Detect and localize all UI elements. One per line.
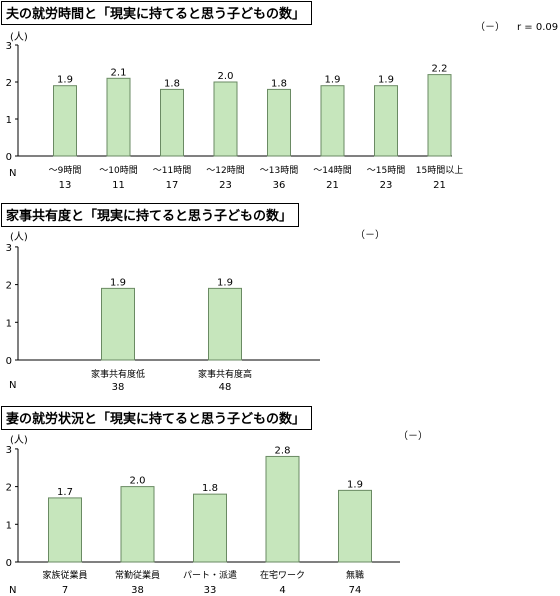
bar-value-label: 1.9 [217,277,233,288]
bar [267,88,291,157]
bar-value-label: 2.0 [218,71,234,82]
chart-1-sign-label: （－） [475,21,505,33]
bar [53,85,77,157]
bar [374,85,398,157]
bar-value-label: 1.7 [57,487,73,498]
y-tick-label: 0 [6,558,12,569]
bar [208,287,242,361]
category-label: ～9時間 [49,165,82,176]
n-value-label: 13 [59,180,72,191]
bar [213,81,238,157]
chart-3-n-label: N [9,585,16,596]
bar-value-label: 1.8 [271,78,287,89]
bar [193,493,227,563]
n-value-label: 36 [273,180,286,191]
chart-2-title: 家事共有度と「現実に持てると思う子どもの数」 [1,203,300,227]
y-tick-label: 3 [6,41,12,52]
chart-1-unit-label: (人) [10,31,28,43]
bar-value-label: 1.8 [164,78,180,89]
bar-value-label: 1.9 [347,479,363,490]
bar [265,455,300,563]
n-value-label: 21 [326,180,339,191]
y-tick-label: 0 [6,356,12,367]
y-tick-label: 1 [6,115,12,126]
chart-2-plot: 0 1 2 3 1.9 家事共有度低 38 1.9 家事共有度高 48 [6,243,320,393]
n-value-label: 38 [131,585,144,596]
n-value-label: 17 [166,180,179,191]
chart-1-correlation-label: r = 0.09 [517,22,558,33]
bar [320,85,345,157]
n-value-label: 33 [204,585,217,596]
category-label: ～10時間 [99,165,137,176]
n-value-label: 23 [219,180,232,191]
category-label: 在宅ワーク [260,569,305,581]
bar-value-label: 2.2 [432,64,448,75]
n-value-label: 23 [380,180,393,191]
bar [48,497,82,563]
chart-3-title: 妻の就労状況と「現実に持てると思う子どもの数」 [1,406,313,430]
bar-value-label: 1.8 [202,483,218,494]
bar-value-label: 1.9 [110,277,126,288]
bar [106,77,131,157]
bar-value-label: 1.9 [325,75,341,86]
category-label: 15時間以上 [416,165,463,176]
bar-value-label: 1.9 [378,75,394,86]
chart-2-unit-label: (人) [10,231,28,243]
y-tick-label: 3 [6,243,12,254]
n-value-label: 11 [112,180,125,191]
y-tick-label: 2 [6,483,12,494]
category-label: 家族従業員 [42,569,87,581]
category-label: 常勤従業員 [115,569,160,581]
chart-3-sign-label: （－） [398,430,428,442]
n-value-label: 7 [62,585,68,596]
bar [120,486,155,563]
category-label: ～12時間 [206,165,244,176]
n-value-label: 21 [433,180,446,191]
n-value-label: 38 [112,382,125,393]
n-value-label: 4 [279,585,285,596]
chart-3-unit-label: (人) [10,434,28,446]
bar [338,489,372,563]
chart-3-plot: 0 1 2 3 1.7 家族従業員 7 2.0 常勤従業員 38 1.8 パート・派遣 33 2.8 在宅ワ… [6,445,400,596]
y-tick-label: 1 [6,520,12,531]
category-label: ～11時間 [153,165,191,176]
bar [160,88,184,157]
n-value-label: 74 [349,585,362,596]
bar-value-label: 2.1 [111,67,127,78]
y-tick-label: 1 [6,318,12,329]
category-label: パート・派遣 [183,569,237,581]
category-label: 無職 [346,569,364,581]
category-label: ～15時間 [367,165,405,176]
category-label: 家事共有度低 [91,368,145,380]
chart-1-title: 夫の就労時間と「現実に持てると思う子どもの数」 [1,1,313,25]
bar-value-label: 2.8 [275,445,291,456]
bar [101,287,135,361]
chart-1-plot: 01231.9～9時間132.1～10時間111.8～11時間172.0～12時… [6,41,464,191]
n-value-label: 48 [219,382,232,393]
chart-2-n-label: N [9,380,16,391]
y-tick-label: 2 [6,281,12,292]
y-tick-label: 0 [6,152,12,163]
category-label: ～14時間 [313,165,351,176]
y-tick-label: 2 [6,78,12,89]
bar-value-label: 2.0 [130,476,146,487]
chart-1-n-label: N [9,168,16,179]
chart-2-sign-label: （－） [355,229,385,241]
category-label: ～13時間 [260,165,298,176]
y-tick-label: 3 [6,445,12,456]
bar [427,74,452,157]
bar-value-label: 1.9 [57,75,73,86]
category-label: 家事共有度高 [198,368,252,380]
